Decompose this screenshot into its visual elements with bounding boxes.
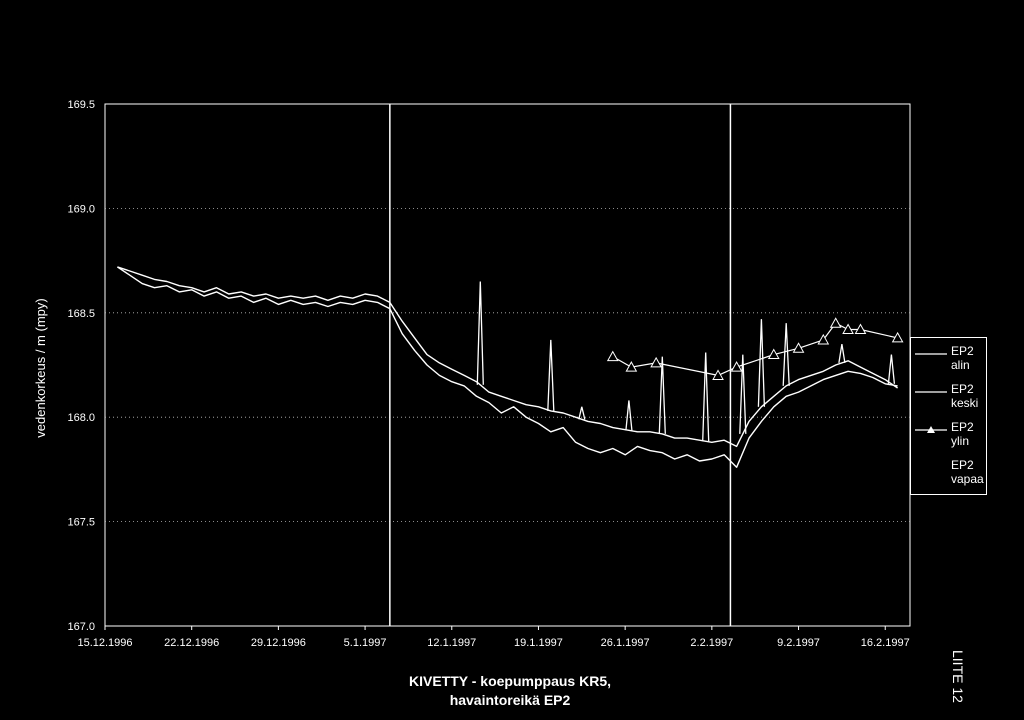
legend-item-ylin: EP2 ylin [915, 420, 985, 454]
x-tick-label: 19.1.1997 [514, 637, 563, 649]
x-axis-ticks: 15.12.1996 22.12.1996 29.12.1996 5.1.1997 12… [77, 626, 910, 649]
vertical-markers [389, 104, 732, 626]
legend-item-keski: EP2 keski [915, 382, 985, 416]
legend-label-ylin: EP2 ylin [951, 420, 974, 448]
spike-peak [739, 354, 747, 434]
spike-peak [702, 352, 710, 442]
chart-title-line-1: KIVETTY - koepumppaus KR5, [409, 673, 611, 689]
x-tick-label: 5.1.1997 [344, 637, 387, 649]
legend-item-vapaa: EP2 vapaa [915, 458, 985, 492]
y-tick-label: 167.5 [67, 517, 95, 529]
x-tick-label: 9.2.1997 [777, 637, 820, 649]
data-point-marker [817, 333, 830, 345]
data-point-marker [650, 356, 662, 368]
data-point-marker [854, 323, 867, 335]
appendix-label: LIITE 12 [950, 650, 966, 703]
legend-swatch-ylin [915, 426, 947, 433]
x-tick-label: 22.12.1996 [164, 637, 219, 649]
data-point-marker [606, 350, 619, 362]
spike-peak [547, 339, 555, 411]
series-line-ep2-ylin [612, 322, 898, 376]
spike-peak [887, 354, 896, 384]
x-tick-label: 26.1.1997 [601, 637, 650, 649]
x-tick-label: 29.12.1996 [251, 637, 306, 649]
series-line-ep2-alin [117, 266, 898, 468]
y-tick-label: 167.0 [67, 621, 95, 633]
legend-label-vapaa: EP2 vapaa [951, 458, 984, 486]
x-tick-label: 15.12.1996 [77, 637, 132, 649]
data-point-marker [730, 361, 743, 372]
plot-area [104, 103, 911, 627]
y-tick-label: 168.0 [67, 412, 95, 424]
x-tick-label: 12.1.1997 [427, 637, 476, 649]
data-point-marker [891, 331, 904, 343]
grid-lines [105, 207, 910, 522]
spike-peak [658, 356, 666, 434]
data-point-marker [712, 369, 724, 380]
chart-title-line-2: havaintoreikä EP2 [449, 692, 571, 708]
legend-swatch-keski [915, 391, 947, 393]
spike-peak [782, 323, 790, 386]
spike-peak [476, 281, 484, 385]
series-group [117, 266, 904, 468]
legend-item-alin: EP2 alin [915, 344, 985, 378]
data-point-marker [625, 361, 638, 372]
data-point-marker [767, 348, 780, 360]
spike-peak [625, 400, 633, 431]
x-tick-label: 2.2.1997 [690, 637, 733, 649]
y-axis-label: vedenkorkeus / m (mpy) [33, 298, 48, 437]
legend: EP2 alin EP2 keski EP2 ylin EP2 vapaa [910, 337, 987, 495]
legend-swatch-alin [915, 353, 947, 355]
data-point-marker [829, 317, 842, 328]
y-tick-label: 168.5 [67, 308, 95, 320]
y-tick-label: 169.0 [67, 203, 95, 215]
spike-peak [578, 406, 586, 420]
legend-label-keski: EP2 keski [951, 382, 979, 410]
y-axis-ticks: 167.0 167.5 168.0 168.5 169.0 169.5 [67, 99, 95, 633]
series-line-ep2-keski [117, 266, 898, 448]
y-tick-label: 169.5 [67, 99, 95, 111]
x-tick-label: 16.2.1997 [861, 637, 910, 649]
legend-label-alin: EP2 alin [951, 344, 974, 372]
spike-peak [757, 319, 766, 407]
data-point-marker [792, 342, 805, 353]
data-point-marker [842, 323, 854, 335]
spike-peak [838, 343, 846, 364]
